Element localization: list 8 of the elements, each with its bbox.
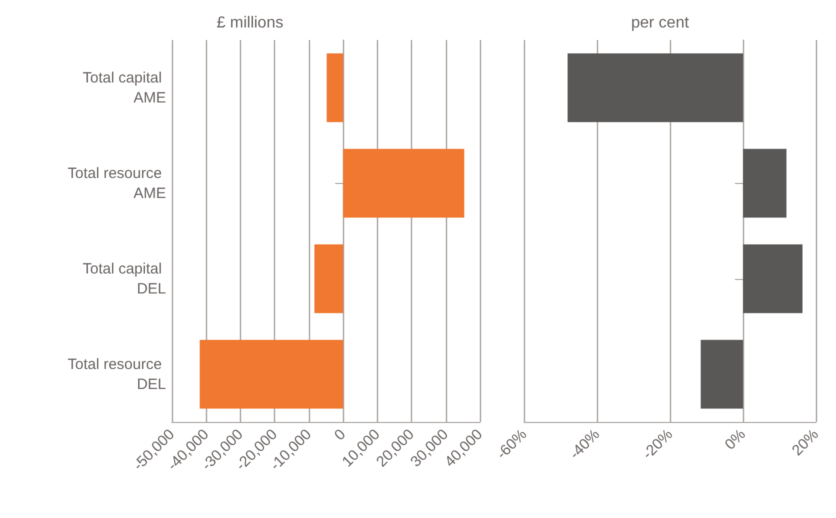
chart-title: £ millions [216, 14, 284, 32]
x-tick-label: 0% [722, 426, 750, 454]
y-tick-label: Total resource DEL [68, 356, 166, 393]
chart-title: per cent [631, 14, 690, 32]
y-tick-label: Total capital AME [82, 69, 166, 106]
x-tick-label: 0 [331, 426, 350, 444]
y-tick-label: Total resource AME [68, 164, 166, 202]
y-tick-label: Total capital DEL [82, 260, 166, 298]
